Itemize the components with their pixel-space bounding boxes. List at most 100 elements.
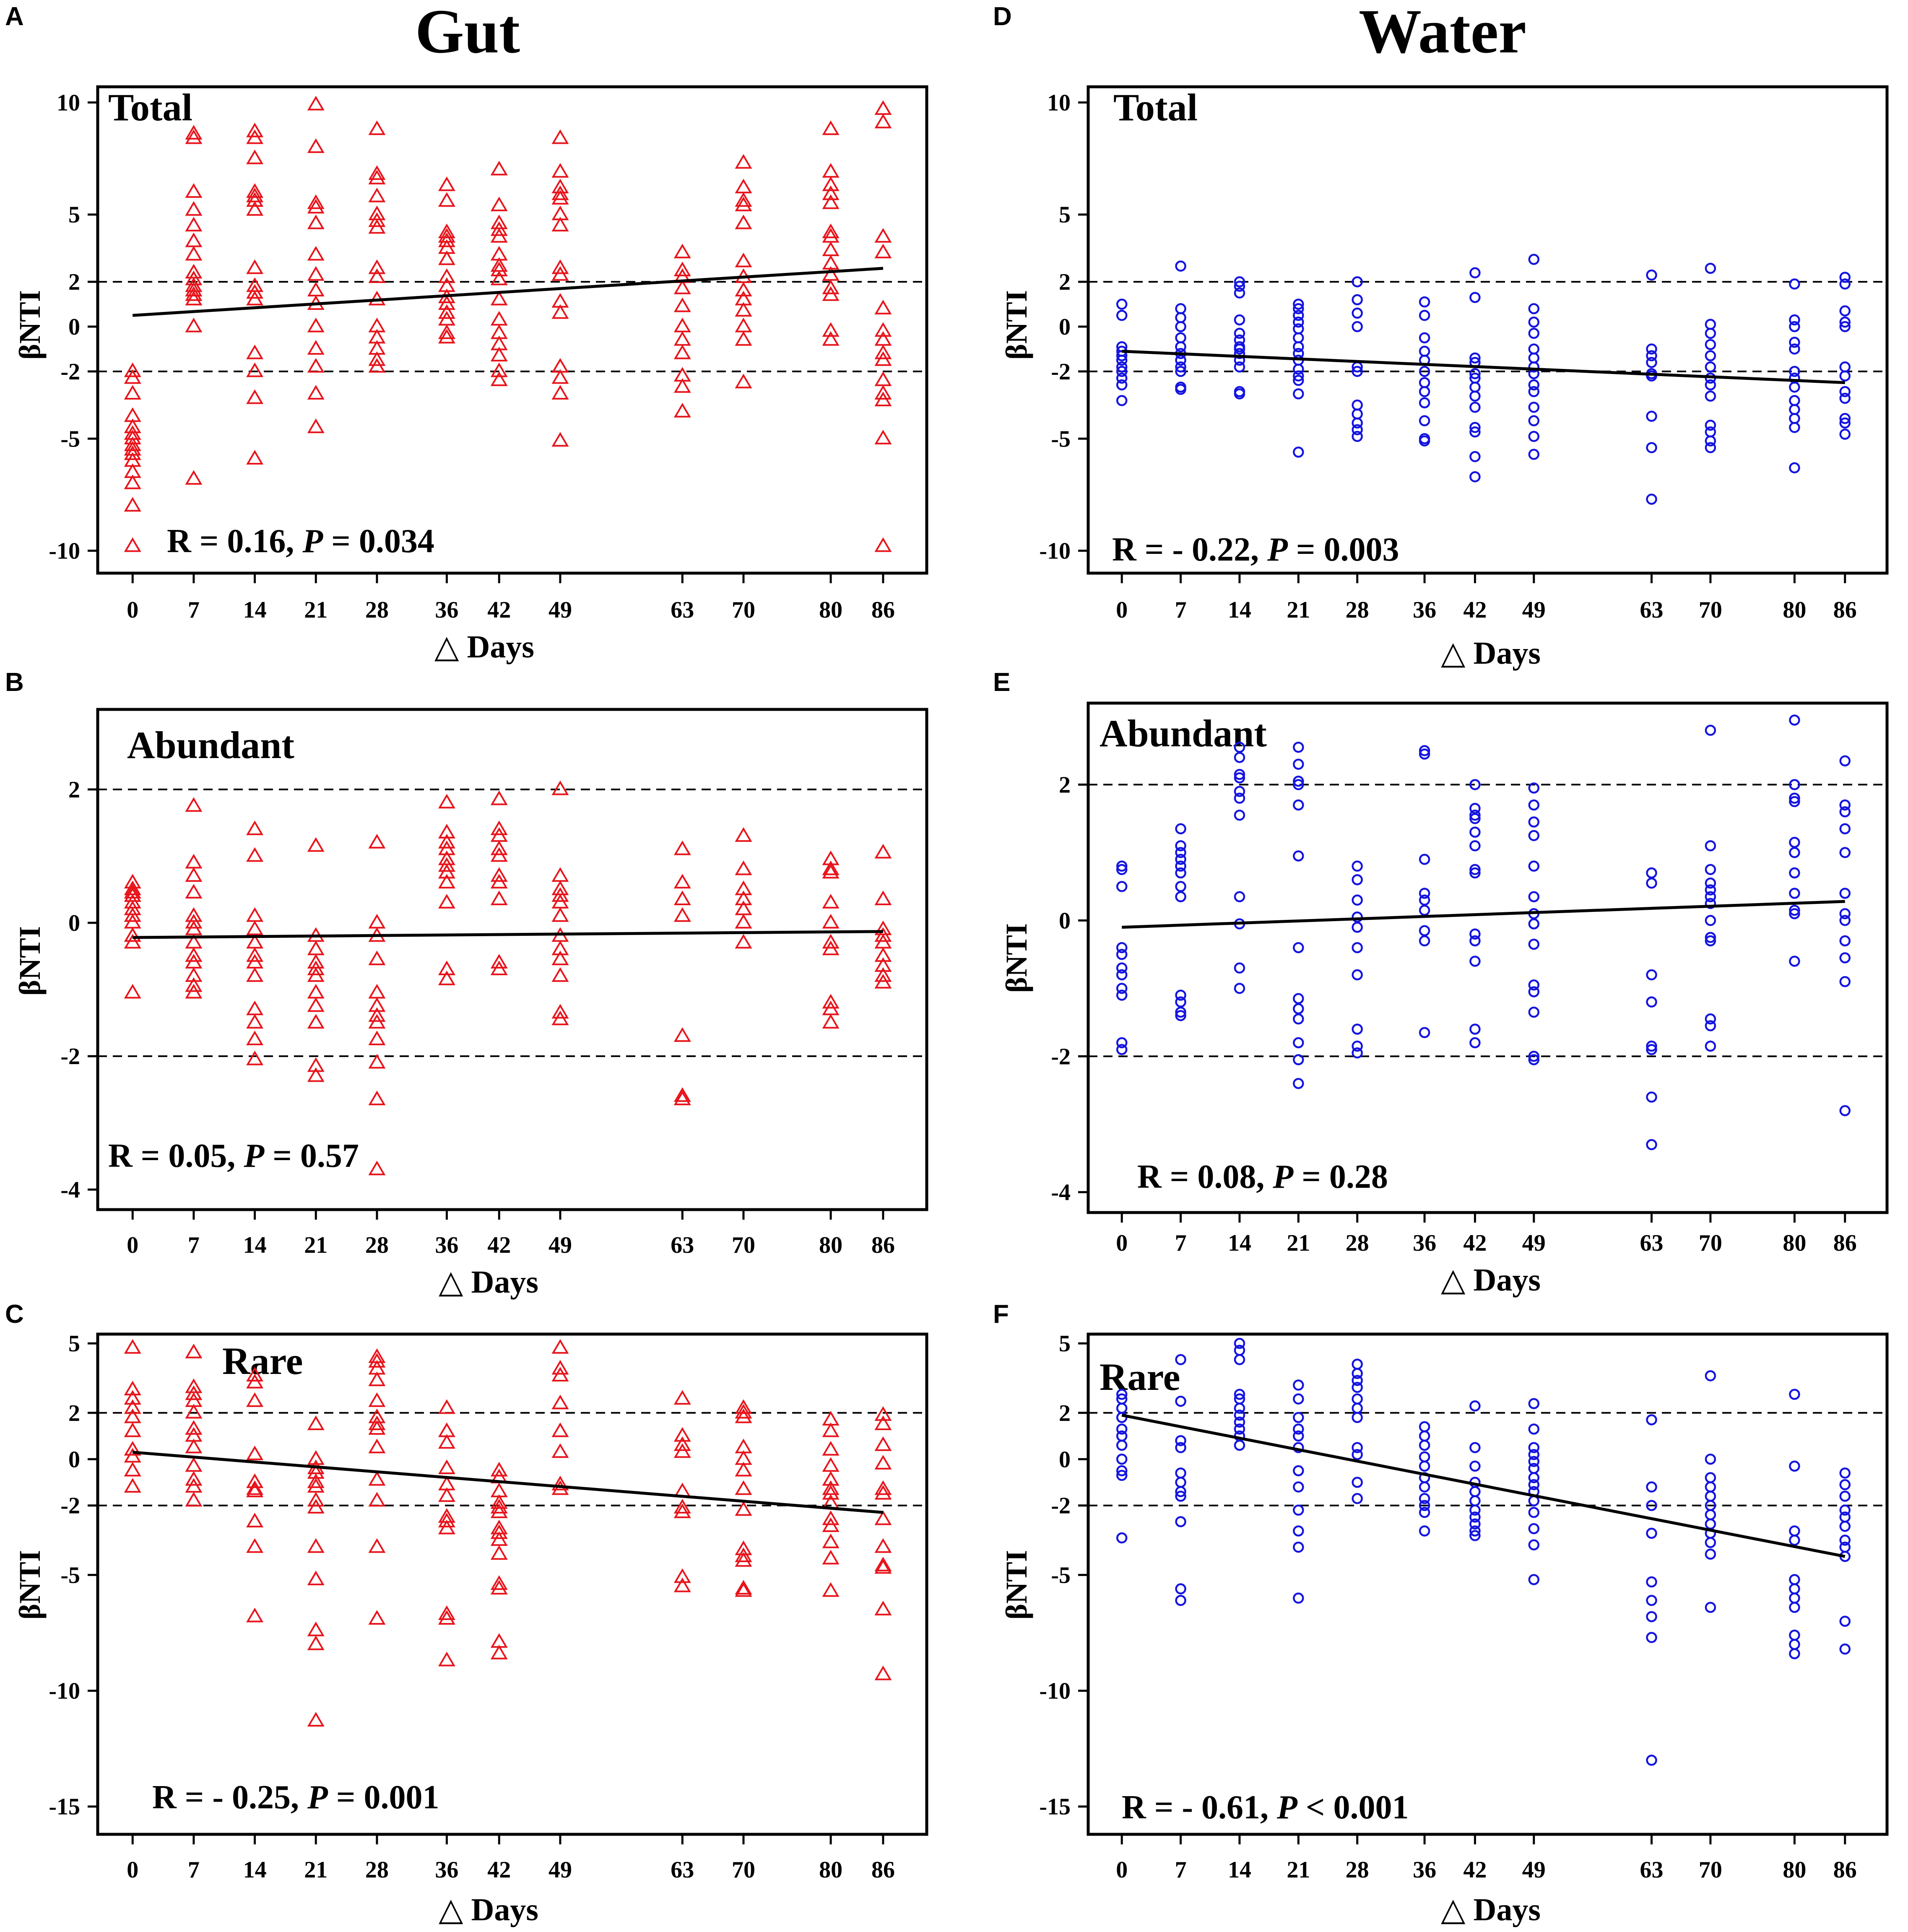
panel-b-ylabel: βNTI [13,926,47,996]
panel-e-point [1234,962,1245,974]
panel-a-point [185,125,203,140]
panel-d: D Total R = - 0.22, P = 0.003 △ Days βNT… [993,2,1889,671]
panel-a-xlabel: △ Days [434,629,534,665]
panel-c-point [735,1462,752,1477]
panel-b-xtick-label: 70 [732,1232,755,1258]
panel-b-point [368,834,386,849]
panel-e-point [1352,1040,1363,1052]
panel-f-point [1646,1414,1657,1426]
panel-b-xtick-label: 42 [487,1232,511,1258]
panel-a-point [185,201,203,216]
panel-b-xtick-label: 63 [671,1232,694,1258]
panel-f-point [1646,1481,1657,1493]
panel-c-point [185,1478,203,1493]
panel-d-point [1116,379,1128,391]
panel-f-xtick-label: 7 [1175,1857,1187,1883]
panel-f-xtick-label: 28 [1346,1857,1369,1883]
panel-a-point [822,279,840,294]
panel-a-point [368,120,386,135]
panel-c-xtick-label: 28 [365,1857,389,1883]
panel-d-point [1789,422,1800,433]
panel-a-point [551,259,569,274]
panel-d-plot: -10 -5 -2 0 2 5 10 0 7 14 21 28 36 42 49 63 70 80 86 [1039,90,1887,623]
panel-d-point [1234,327,1245,339]
panel-e-point [1528,782,1540,794]
panel-d-xtick-label: 36 [1413,597,1436,623]
panel-b-point [438,893,455,909]
panel-f-point [1234,1423,1245,1435]
panel-d-ytick-label: -10 [1039,538,1071,564]
panel-c-point [822,1441,840,1456]
panel-d-point [1705,327,1716,339]
panel-f-point [1175,1594,1186,1606]
panel-f-xtick-label: 42 [1463,1857,1487,1883]
panel-b-xtick-label: 7 [188,1232,200,1258]
panel-e-point [1528,816,1540,828]
panel-e-point [1528,938,1540,950]
panel-d-point [1469,471,1481,483]
panel-e-point [1116,949,1128,960]
panel-c-point [735,1547,752,1562]
panel-c-point [822,1480,840,1495]
panel-b: B Abundant R = 0.05, P = 0.57 △ Days βNT… [5,668,928,1300]
panel-c-point [822,1485,840,1500]
panel-e: E Abundant R = 0.08, P = 0.28 △ Days βNT… [993,668,1889,1298]
panel-e-point [1293,1003,1304,1015]
panel-b-point [822,914,840,929]
panel-c-point [438,1605,455,1620]
panel-d-xtick-label: 21 [1287,597,1310,623]
panel-f-point [1646,1576,1657,1588]
panel-b-point [822,940,840,956]
panel-c-point [490,1524,508,1539]
panel-e-point [1839,847,1851,858]
panel-e-xlabel: △ Days [1441,1262,1541,1298]
panel-f-point [1116,1454,1128,1465]
panel-a-point [673,344,691,359]
panel-e-plot: -4 -2 0 2 0 7 14 21 28 36 42 49 63 70 80 86 [1051,714,1887,1256]
panel-b-xtick-label: 21 [304,1232,328,1258]
panel-d-point [1789,462,1800,474]
panel-b-point [673,907,691,922]
panel-b-point [246,1014,264,1029]
panel-b-point [246,967,264,982]
panel-e-point [1419,904,1430,916]
panel-d-point [1419,397,1430,408]
panel-e-regression-line [1122,900,1845,929]
panel-d-point [1469,426,1481,438]
panel-e-xtick-label: 70 [1699,1230,1722,1256]
panel-a-point [874,351,892,366]
panel-c-xtick-label: 86 [871,1857,895,1883]
panel-f-point [1419,1493,1430,1504]
panel-c-point [124,1390,141,1405]
panel-c-point [438,1434,455,1449]
panel-d-xtick-label: 42 [1463,597,1487,623]
panel-a-xtick-label: 21 [304,597,328,623]
panel-c-point [185,1385,203,1400]
panel-b-point [874,974,892,989]
panel-f-ylabel: βNTI [1000,1550,1033,1620]
panel-e-xtick-label: 49 [1522,1230,1546,1256]
panel-d-point [1839,392,1851,404]
panel-f-xtick-label: 63 [1640,1857,1664,1883]
panel-b-frame [96,708,928,1211]
panel-c-point [124,1462,141,1477]
panel-d-point [1646,357,1657,368]
column-title-gut: Gut [415,0,520,66]
panel-c-point [368,1371,386,1387]
panel-f-point [1234,1439,1245,1451]
panel-e-point [1839,976,1851,987]
panel-e-point [1839,935,1851,947]
panel-d-point [1116,350,1128,361]
panel-e-point [1789,779,1800,790]
panel-e-point [1469,779,1481,790]
panel-a-xtick-label: 80 [819,597,842,623]
panel-d-point [1528,303,1540,314]
panel-d-point [1528,386,1540,397]
panel-c-point [551,1360,569,1375]
panel-d-point [1116,354,1128,366]
panel-d-point [1528,327,1540,339]
panel-f-point [1234,1389,1245,1400]
panel-e-point [1234,742,1245,753]
panel-a-point [735,331,752,346]
